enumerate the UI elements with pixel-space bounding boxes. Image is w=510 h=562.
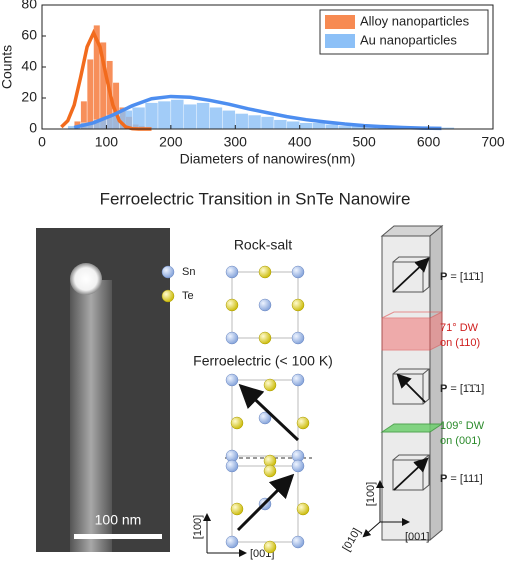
sn-atom [258,411,272,425]
unit-cell [231,379,299,457]
legend-label: Au nanoparticles [360,32,457,47]
te-atom [258,331,272,345]
te-atom [296,416,310,430]
wall-label: on (001) [440,435,481,447]
sn-atom [225,331,239,345]
scale-bar-label: 100 nm [95,512,142,528]
polarization-label: P = [111] [440,473,483,485]
histogram-bar [260,116,275,130]
histogram-bar [286,121,300,130]
polarization-symbol: P [440,473,447,485]
polarization-arrow [238,383,300,442]
te-atom [263,540,277,554]
tem-image: 100 nm [36,228,170,552]
x-tick-label: 700 [481,134,505,150]
sn-atom [225,265,239,279]
sn-atom [291,459,305,473]
te-atom [263,464,277,478]
sn-atom [225,459,239,473]
x-axis-label: Diameters of nanowires(nm) [180,151,356,167]
histogram-bar [170,99,184,130]
histogram-bar [157,100,172,130]
axis-label: [100] [365,482,377,506]
histogram-bar [86,59,94,130]
polarization-value: = [11̄1] [450,271,483,283]
histogram-bar [247,114,262,130]
te-atom [291,298,305,312]
fit-curve [73,94,442,131]
axis-label: [100] [192,515,204,539]
wall-label: on (110) [440,337,480,349]
wall-label: 71° DW [440,322,479,334]
histogram-bar [299,122,313,130]
histogram-bar [235,113,249,130]
x-tick-label: 300 [224,134,248,150]
polarization-value: = [1̄1̄1] [450,383,484,395]
x-tick-label: 0 [38,134,46,150]
y-axis-label: Counts [0,45,15,89]
histogram-bar [222,110,236,130]
sn-atom [225,373,239,387]
histogram-bar [183,103,197,130]
sn-atom [291,265,305,279]
x-tick-label: 200 [159,134,183,150]
histogram-bar [131,107,146,130]
y-tick-label: 80 [21,0,37,12]
y-tick-label: 40 [21,58,37,74]
te-atom [230,416,244,430]
x-tick-label: 600 [417,134,441,150]
te-atom [258,265,272,279]
atom-label: Sn [182,266,195,278]
legend-label: Alloy nanoparticles [360,13,470,28]
legend-swatch [325,15,355,29]
crystal-structure: Sn Te Rock-salt Ferroelectric (< 100 K) … [161,237,333,560]
sn-atom [291,373,305,387]
y-tick-label: 20 [21,89,37,105]
polarization-arrow [236,473,295,532]
figure-title: Ferroelectric Transition in SnTe Nanowir… [100,189,411,208]
x-tick-label: 500 [352,134,376,150]
histogram-bar [144,102,159,130]
polarization-value: = [111] [450,473,482,485]
legend-swatch [325,34,355,48]
histogram-bar [209,107,223,130]
histogram-bar [273,119,288,130]
histogram-bar [312,122,326,130]
polarization-label: P = [11̄1] [440,271,483,283]
histogram-chart: 0 100 200 300 400 500 600 700 0 20 40 60 80 Diameters… [0,0,505,167]
atom-label: Te [182,290,194,302]
histogram-bar [196,102,210,130]
x-tick-label: 400 [288,134,312,150]
y-tick-label: 60 [21,27,37,43]
structure-label: Ferroelectric (< 100 K) [193,353,333,369]
polarization-symbol: P [440,271,447,283]
sn-atom [258,298,272,312]
axis-label: [001] [405,531,429,543]
polarization-label: P = [1̄1̄1] [440,383,484,395]
y-tick-label: 0 [29,120,37,136]
nanowire-prism: [100] [010] [001] P = [11̄1]P = [1̄1̄1]P = … [341,224,485,554]
te-atom [230,502,244,516]
histogram-bar [325,124,339,130]
sn-atom [291,535,305,549]
x-tick-label: 100 [95,134,119,150]
axis-label: [010] [341,526,364,553]
unit-cell [231,465,299,543]
sn-atom [291,331,305,345]
polarization-symbol: P [440,383,447,395]
te-atom [263,378,277,392]
te-atom [225,298,239,312]
wall-label: 109° DW [440,420,485,432]
te-atom [296,502,310,516]
structure-label: Rock-salt [234,237,292,253]
sn-atom [225,535,239,549]
